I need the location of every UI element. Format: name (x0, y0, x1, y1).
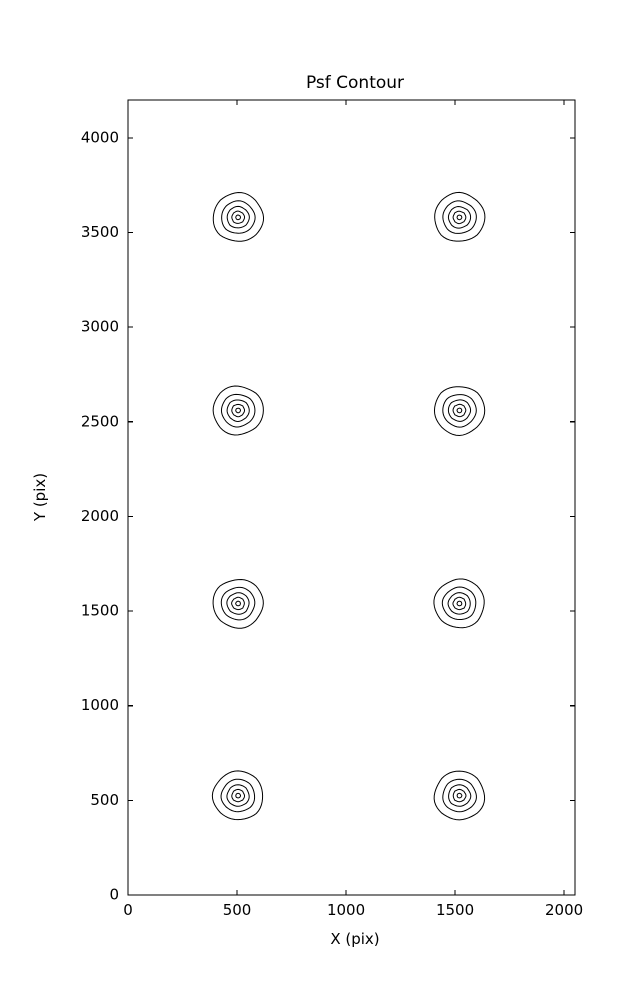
x-tick-label: 1500 (436, 901, 474, 919)
psf-contour-blob (433, 770, 486, 821)
contour-ring (447, 592, 471, 615)
x-tick-label: 1000 (327, 901, 365, 919)
contour-ring (442, 394, 477, 428)
contour-ring (220, 586, 256, 621)
contour-ring (231, 403, 246, 418)
contour-ring (448, 784, 472, 807)
y-axis-label: Y (pix) (31, 473, 49, 522)
contour-ring (433, 386, 486, 436)
contour-ring (212, 192, 265, 242)
contour-ring (220, 393, 256, 428)
contour-ring (434, 191, 486, 242)
contour-ring (231, 788, 246, 803)
psf-contour-blob (212, 385, 264, 436)
y-tick-label: 500 (90, 791, 119, 809)
contour-ring (441, 586, 477, 621)
contour-ring (433, 578, 485, 629)
axes-frame (127, 99, 576, 896)
y-tick-label: 1500 (81, 602, 119, 620)
page-title: Psf Contour (306, 73, 404, 93)
contour-ring (447, 206, 472, 229)
contour-ring (452, 596, 467, 611)
contour-ring (211, 770, 264, 821)
contour-ring (226, 784, 250, 807)
psf-contour-blob (212, 579, 264, 629)
contour-ring (456, 407, 463, 414)
x-axis-ticks: 0 500 1000 1500 2000 (123, 100, 583, 919)
contour-ring (231, 596, 245, 611)
contour-ring (212, 385, 264, 436)
contour-ring (220, 778, 256, 813)
psf-contour-blob (434, 191, 486, 242)
contour-ring (235, 600, 241, 607)
contour-ring (452, 403, 467, 418)
contour-ring (231, 210, 246, 224)
y-tick-label: 4000 (81, 128, 119, 146)
x-tick-label: 2000 (545, 901, 583, 919)
contour-ring (221, 200, 256, 234)
contour-ring (447, 399, 472, 422)
x-tick-label: 500 (223, 901, 252, 919)
contour-ring (212, 579, 264, 629)
y-tick-label: 2500 (81, 412, 119, 430)
contour-ring (433, 770, 486, 821)
contour-series (211, 191, 486, 821)
contour-ring (452, 788, 467, 803)
contour-ring (442, 200, 477, 234)
contour-ring (226, 399, 250, 422)
contour-ring (456, 214, 463, 221)
contour-ring (235, 792, 242, 799)
psf-contour-blob (433, 578, 485, 629)
contour-ring (235, 214, 242, 221)
psf-contour-blob (211, 770, 264, 821)
contour-ring (442, 778, 477, 813)
contour-ring (456, 600, 463, 607)
y-tick-label: 3500 (81, 223, 119, 241)
y-tick-label: 2000 (81, 507, 119, 525)
y-axis-ticks: 0 500 1000 1500 2000 2500 3000 3500 4000 (81, 128, 575, 904)
psf-contour-blob (212, 192, 265, 242)
contour-ring (456, 792, 463, 799)
y-tick-label: 0 (109, 886, 119, 904)
y-tick-label: 1000 (81, 696, 119, 714)
x-axis-label: X (pix) (330, 930, 379, 948)
psf-contour-blob (433, 386, 486, 436)
contour-ring (226, 592, 250, 615)
contour-ring (226, 205, 250, 229)
contour-ring (452, 210, 467, 225)
x-tick-label: 0 (123, 901, 133, 919)
y-tick-label: 3000 (81, 318, 119, 336)
contour-ring (235, 407, 241, 414)
